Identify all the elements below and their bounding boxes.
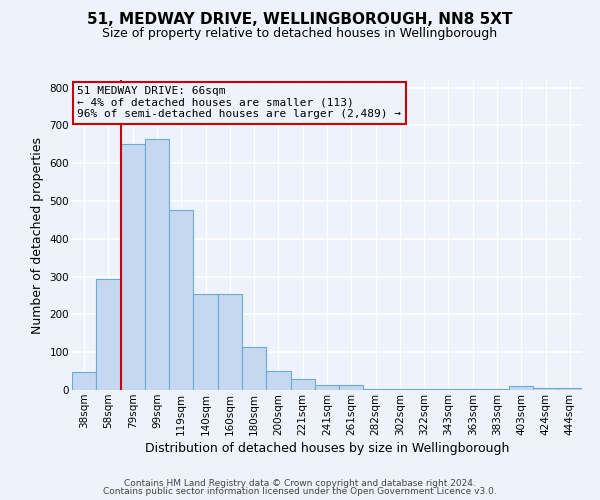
- Bar: [169, 210, 193, 390]
- Bar: [364, 389, 388, 390]
- Bar: [388, 389, 412, 390]
- Bar: [315, 384, 339, 390]
- Bar: [242, 348, 266, 390]
- Bar: [193, 294, 218, 390]
- Text: Contains public sector information licensed under the Open Government Licence v3: Contains public sector information licen…: [103, 487, 497, 496]
- Bar: [218, 294, 242, 390]
- Bar: [412, 389, 436, 390]
- X-axis label: Distribution of detached houses by size in Wellingborough: Distribution of detached houses by size …: [145, 442, 509, 455]
- Bar: [558, 388, 582, 390]
- Bar: [72, 372, 96, 390]
- Bar: [290, 380, 315, 390]
- Text: Contains HM Land Registry data © Crown copyright and database right 2024.: Contains HM Land Registry data © Crown c…: [124, 478, 476, 488]
- Bar: [96, 279, 121, 390]
- Bar: [266, 371, 290, 390]
- Bar: [509, 386, 533, 390]
- Y-axis label: Number of detached properties: Number of detached properties: [31, 136, 44, 334]
- Text: Size of property relative to detached houses in Wellingborough: Size of property relative to detached ho…: [103, 28, 497, 40]
- Bar: [145, 140, 169, 390]
- Bar: [339, 384, 364, 390]
- Bar: [436, 389, 461, 390]
- Bar: [121, 144, 145, 390]
- Text: 51 MEDWAY DRIVE: 66sqm
← 4% of detached houses are smaller (113)
96% of semi-det: 51 MEDWAY DRIVE: 66sqm ← 4% of detached …: [77, 86, 401, 120]
- Bar: [485, 389, 509, 390]
- Bar: [533, 388, 558, 390]
- Bar: [461, 389, 485, 390]
- Text: 51, MEDWAY DRIVE, WELLINGBOROUGH, NN8 5XT: 51, MEDWAY DRIVE, WELLINGBOROUGH, NN8 5X…: [87, 12, 513, 28]
